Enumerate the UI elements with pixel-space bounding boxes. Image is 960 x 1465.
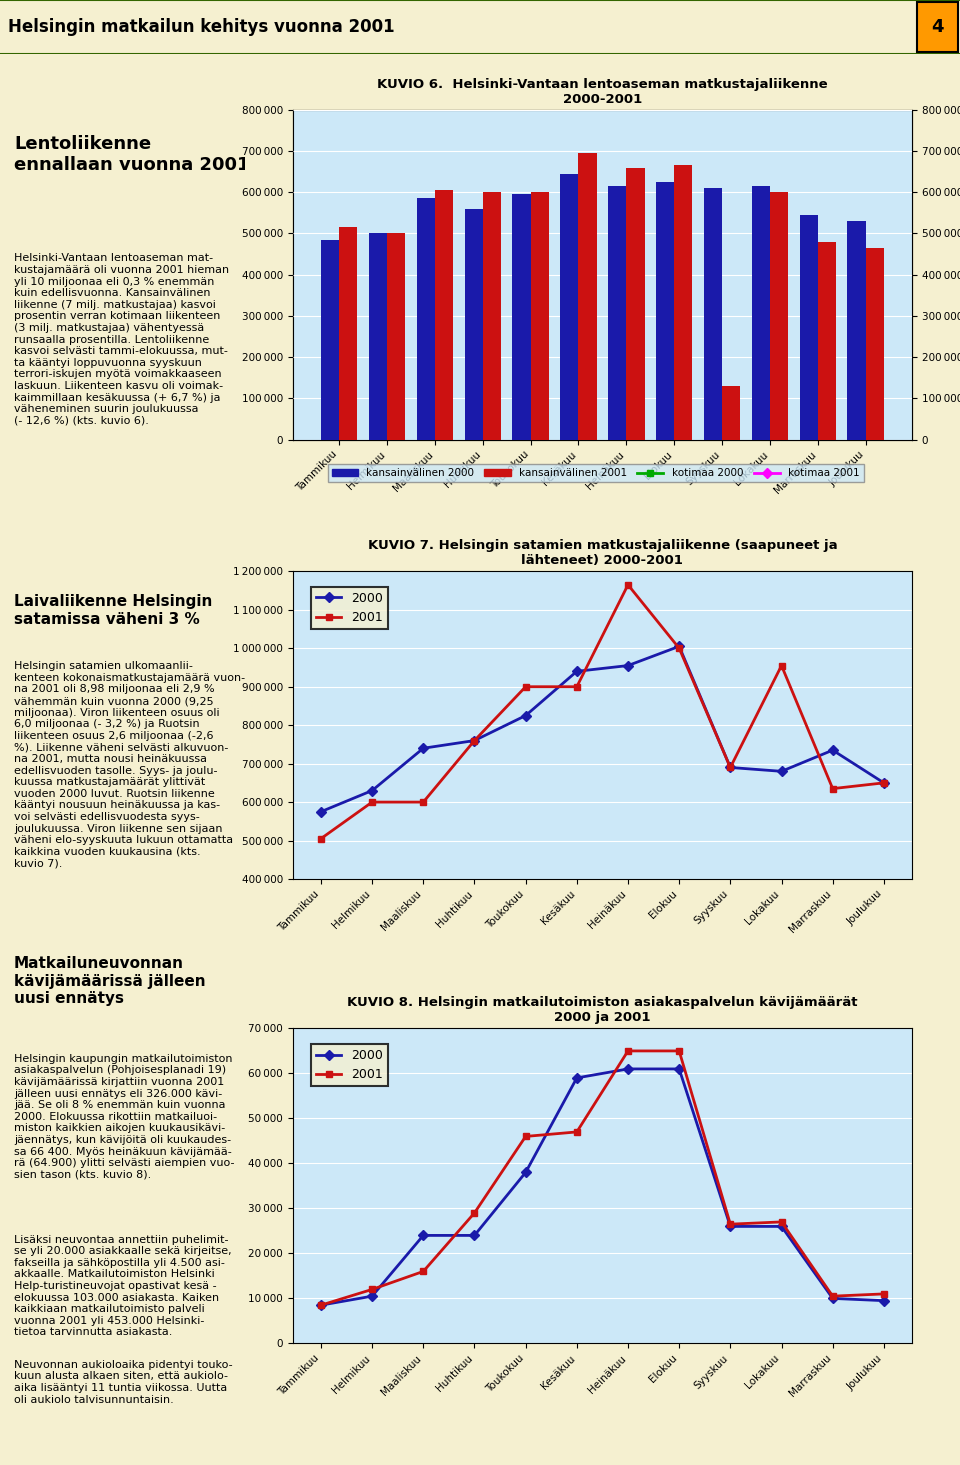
Bar [656, 182, 674, 440]
Text: Lisäksi neuvontaa annettiin puhelimit-
se yli 20.000 asiakkaalle sekä kirjeitse,: Lisäksi neuvontaa annettiin puhelimit- s… [14, 1235, 231, 1338]
Bar [465, 209, 483, 440]
Bar [608, 186, 626, 440]
Bar [531, 192, 549, 440]
Bar [848, 221, 866, 440]
Bar [674, 166, 692, 440]
Bar [483, 192, 501, 440]
Bar [561, 174, 579, 439]
Bar [704, 188, 722, 440]
Text: Matkailuneuvonnan
kävijämäärissä jälleen
uusi ennätys: Matkailuneuvonnan kävijämäärissä jälleen… [14, 957, 205, 1006]
Title: KUVIO 8. Helsingin matkailutoimiston asiakaspalvelun kävijämäärät
2000 ja 2001: KUVIO 8. Helsingin matkailutoimiston asi… [348, 996, 857, 1024]
Bar [513, 195, 531, 440]
Text: Helsingin kaupungin matkailutoimiston
asiakaspalvelun (Pohjoisesplanadi 19)
kävi: Helsingin kaupungin matkailutoimiston as… [14, 1053, 234, 1179]
Bar [435, 190, 453, 440]
Bar [339, 227, 357, 440]
Text: Neuvonnan aukioloaika pidentyi touko-
kuun alusta alkaen siten, että aukiolo-
ai: Neuvonnan aukioloaika pidentyi touko- ku… [14, 1360, 232, 1405]
Text: 4: 4 [931, 18, 945, 37]
Title: KUVIO 6.  Helsinki-Vantaan lentoaseman matkustajaliikenne
2000-2001: KUVIO 6. Helsinki-Vantaan lentoaseman ma… [377, 78, 828, 105]
Bar [417, 198, 435, 440]
Bar [321, 240, 339, 440]
Bar [579, 154, 597, 440]
Title: KUVIO 7. Helsingin satamien matkustajaliikenne (saapuneet ja
lähteneet) 2000-200: KUVIO 7. Helsingin satamien matkustajali… [368, 539, 837, 567]
FancyBboxPatch shape [917, 1, 958, 53]
Text: Helsinki-Vantaan lentoaseman mat-
kustajamäärä oli vuonna 2001 hieman
yli 10 mil: Helsinki-Vantaan lentoaseman mat- kustaj… [14, 253, 229, 426]
Bar [626, 167, 644, 440]
Bar [800, 215, 818, 440]
Bar [752, 186, 770, 440]
Text: Helsingin satamien ulkomaanlii-
kenteen kokonaismatkustajamäärä vuon-
na 2001 ol: Helsingin satamien ulkomaanlii- kenteen … [14, 661, 245, 869]
Text: Lentoliikenne
ennallaan vuonna 2001: Lentoliikenne ennallaan vuonna 2001 [14, 135, 250, 174]
Bar [770, 192, 788, 440]
Legend: 2000, 2001: 2000, 2001 [311, 1045, 388, 1087]
Bar [387, 233, 405, 440]
Bar [722, 385, 740, 440]
Bar [818, 242, 836, 440]
Legend: 2000, 2001: 2000, 2001 [311, 587, 388, 628]
Bar [866, 248, 884, 440]
Text: Laivaliikenne Helsingin
satamissa väheni 3 %: Laivaliikenne Helsingin satamissa väheni… [14, 595, 212, 627]
Bar [369, 233, 387, 440]
Legend: kansainvälinen 2000, kansainvälinen 2001, kotimaa 2000, kotimaa 2001: kansainvälinen 2000, kansainvälinen 2001… [327, 464, 864, 482]
Text: Helsingin matkailun kehitys vuonna 2001: Helsingin matkailun kehitys vuonna 2001 [8, 18, 395, 37]
